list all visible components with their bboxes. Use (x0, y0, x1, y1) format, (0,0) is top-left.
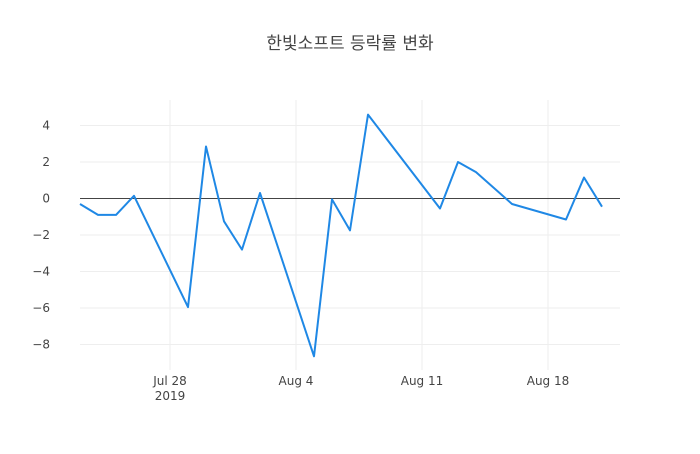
x-tick-label: Aug 11 (401, 374, 444, 388)
data-point[interactable] (77, 201, 83, 207)
grid-layer (80, 100, 620, 370)
series-layer (77, 112, 605, 359)
data-point[interactable] (311, 353, 317, 359)
data-point[interactable] (437, 206, 443, 212)
data-point[interactable] (113, 212, 119, 218)
data-point[interactable] (455, 159, 461, 165)
data-point[interactable] (257, 190, 263, 196)
data-point[interactable] (131, 193, 137, 199)
data-point[interactable] (329, 196, 335, 202)
chart-title: 한빛소프트 등락률 변화 (266, 34, 434, 54)
data-point[interactable] (239, 247, 245, 253)
y-tick-label: −4 (32, 264, 50, 278)
data-point[interactable] (203, 144, 209, 150)
x-tick-label: Aug 4 (279, 374, 314, 388)
x-tick-label: Aug 18 (527, 374, 570, 388)
data-point[interactable] (365, 112, 371, 118)
x-tick-label: Jul 28 (152, 374, 187, 388)
y-tick-label: 0 (42, 192, 50, 206)
y-tick-label: 4 (42, 119, 50, 133)
data-point[interactable] (599, 204, 605, 210)
y-tick-label: −6 (32, 301, 50, 315)
data-point[interactable] (347, 227, 353, 233)
series-line (79, 113, 603, 358)
data-point[interactable] (221, 218, 227, 224)
y-axis-ticks: 4 2 0 −2 −4 −6 −8 (32, 119, 50, 352)
y-tick-label: −2 (32, 228, 50, 242)
data-point[interactable] (473, 169, 479, 175)
data-point[interactable] (563, 217, 569, 223)
y-tick-label: −8 (32, 337, 50, 351)
data-point[interactable] (95, 212, 101, 218)
data-point[interactable] (185, 304, 191, 310)
x-tick-year-label: 2019 (155, 389, 186, 403)
data-point[interactable] (509, 201, 515, 207)
data-point[interactable] (581, 175, 587, 181)
y-tick-label: 2 (42, 155, 50, 169)
